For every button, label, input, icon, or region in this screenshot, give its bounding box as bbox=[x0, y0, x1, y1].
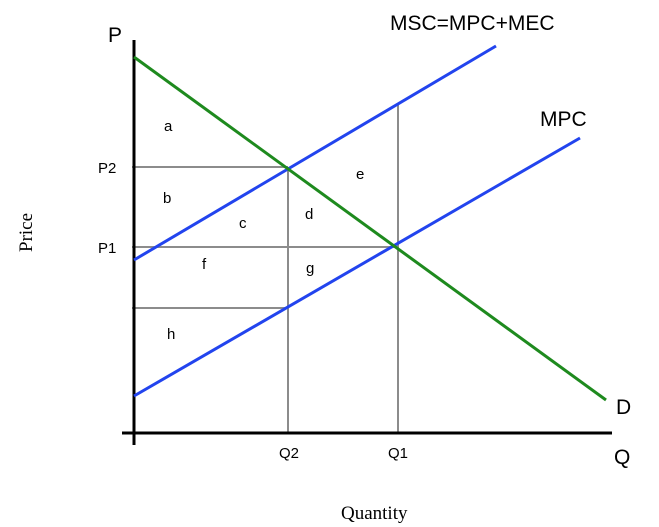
q2-tick-label: Q2 bbox=[279, 445, 299, 462]
x-axis-title: Quantity bbox=[341, 503, 408, 524]
region-b-label: b bbox=[163, 190, 171, 207]
region-g-label: g bbox=[306, 260, 314, 277]
msc-label: MSC=MPC+MEC bbox=[390, 12, 555, 35]
msc-curve bbox=[133, 44, 497, 262]
x-axis-letter: Q bbox=[614, 446, 630, 469]
p1-tick-label: P1 bbox=[98, 240, 116, 257]
guide-lines bbox=[132, 103, 399, 433]
p2-tick-label: P2 bbox=[98, 160, 116, 177]
mpc-curve bbox=[133, 136, 581, 398]
region-a-label: a bbox=[164, 118, 173, 135]
demand-label: D bbox=[616, 396, 631, 419]
q1-tick-label: Q1 bbox=[388, 445, 408, 462]
mpc-label: MPC bbox=[540, 108, 587, 131]
y-axis-title: Price bbox=[16, 213, 37, 252]
region-labels: a b c d e f g h bbox=[163, 118, 364, 343]
axes bbox=[122, 40, 612, 445]
y-axis-letter: P bbox=[108, 24, 122, 47]
demand-curve bbox=[133, 55, 607, 402]
region-c-label: c bbox=[239, 215, 247, 232]
region-h-label: h bbox=[167, 326, 175, 343]
region-d-label: d bbox=[305, 206, 313, 223]
region-e-label: e bbox=[356, 166, 364, 183]
region-f-label: f bbox=[202, 256, 207, 273]
